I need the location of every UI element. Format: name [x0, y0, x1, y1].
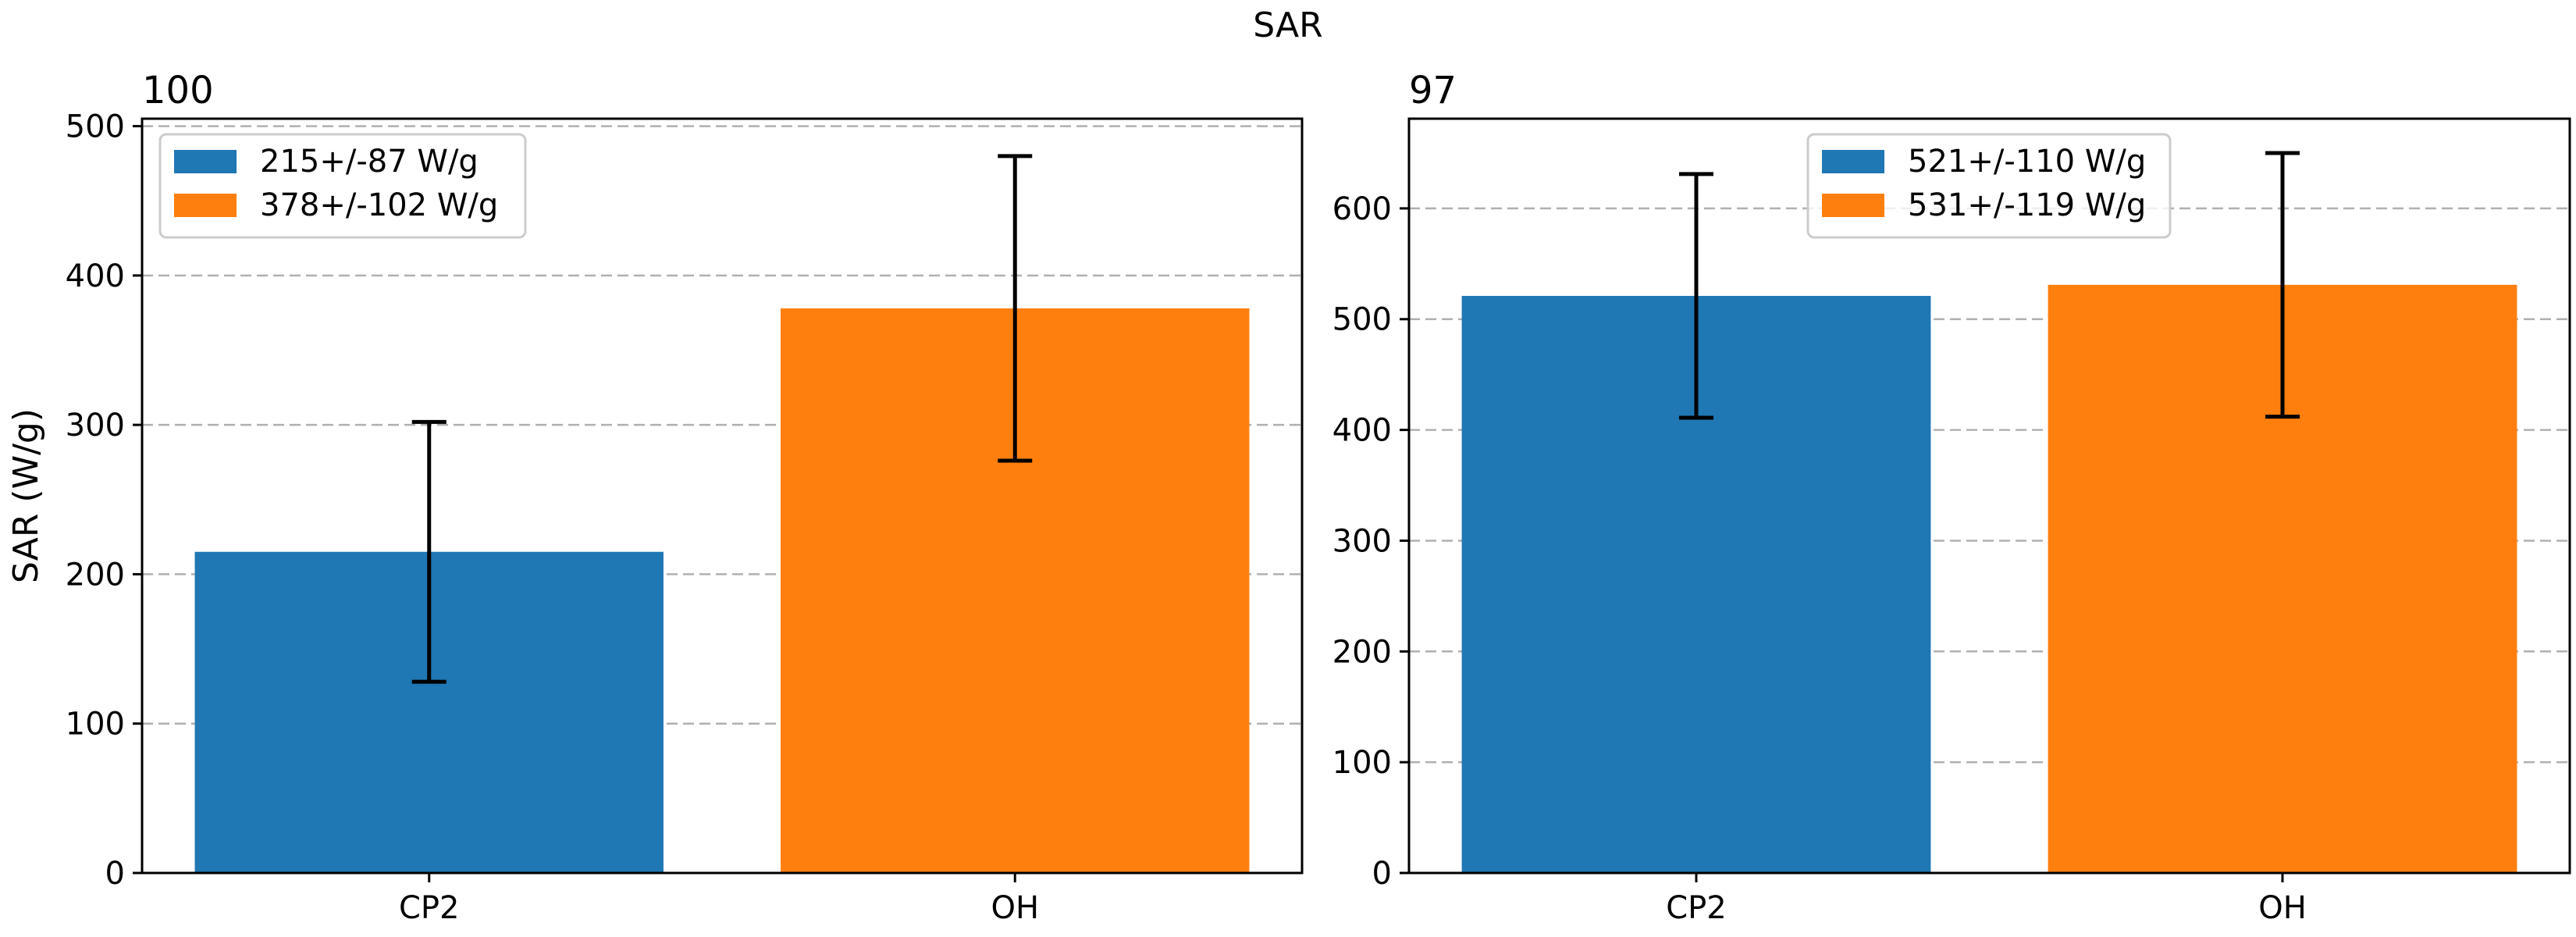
legend-label: 378+/-102 W/g [260, 187, 498, 223]
y-tick-label: 100 [66, 707, 125, 743]
y-tick-label: 300 [66, 408, 125, 444]
legend-swatch-cp2 [174, 150, 237, 173]
legend-box [1806, 133, 2172, 239]
y-tick-label: 0 [1372, 856, 1392, 892]
y-tick-label: 100 [1332, 745, 1392, 781]
legend-swatch-oh [174, 194, 237, 217]
panel-title: 97 [1409, 69, 1457, 112]
y-tick-label: 0 [105, 856, 125, 892]
x-tick-label: OH [2258, 890, 2307, 926]
legend-label: 521+/-110 W/g [1908, 144, 2146, 180]
legend: 521+/-110 W/g 531+/-119 W/g [1806, 133, 2172, 239]
legend-swatch-cp2 [1822, 150, 1884, 173]
y-tick-label: 300 [1332, 523, 1392, 559]
axes-frame [141, 117, 1304, 875]
x-tick-label: OH [991, 890, 1039, 926]
legend: 215+/-87 W/g 378+/-102 W/g [158, 133, 527, 239]
axes-frame [1407, 117, 2571, 875]
legend-swatch-oh [1822, 194, 1884, 217]
y-tick-label: 400 [1332, 413, 1392, 449]
y-axis-label: SAR (W/g) [6, 408, 46, 583]
y-tick-label: 200 [66, 557, 125, 593]
x-tick-label: CP2 [399, 890, 460, 926]
y-tick-label: 600 [1332, 191, 1392, 227]
chart-panel-left: 0 100 200 300 400 500 CP2 OH 100 SAR (W/g) 215+/-8… [6, 69, 1304, 926]
legend-label: 215+/-87 W/g [260, 144, 479, 180]
y-tick-label: 400 [66, 258, 125, 294]
y-tick-label: 200 [1332, 634, 1392, 670]
y-tick-label: 500 [66, 109, 125, 145]
x-tick-label: CP2 [1666, 890, 1727, 926]
legend-label: 531+/-119 W/g [1908, 187, 2146, 223]
legend-box [158, 133, 527, 239]
panel-title: 100 [142, 69, 214, 112]
figure-suptitle: SAR [1253, 5, 1322, 45]
y-tick-label: 500 [1332, 302, 1392, 338]
